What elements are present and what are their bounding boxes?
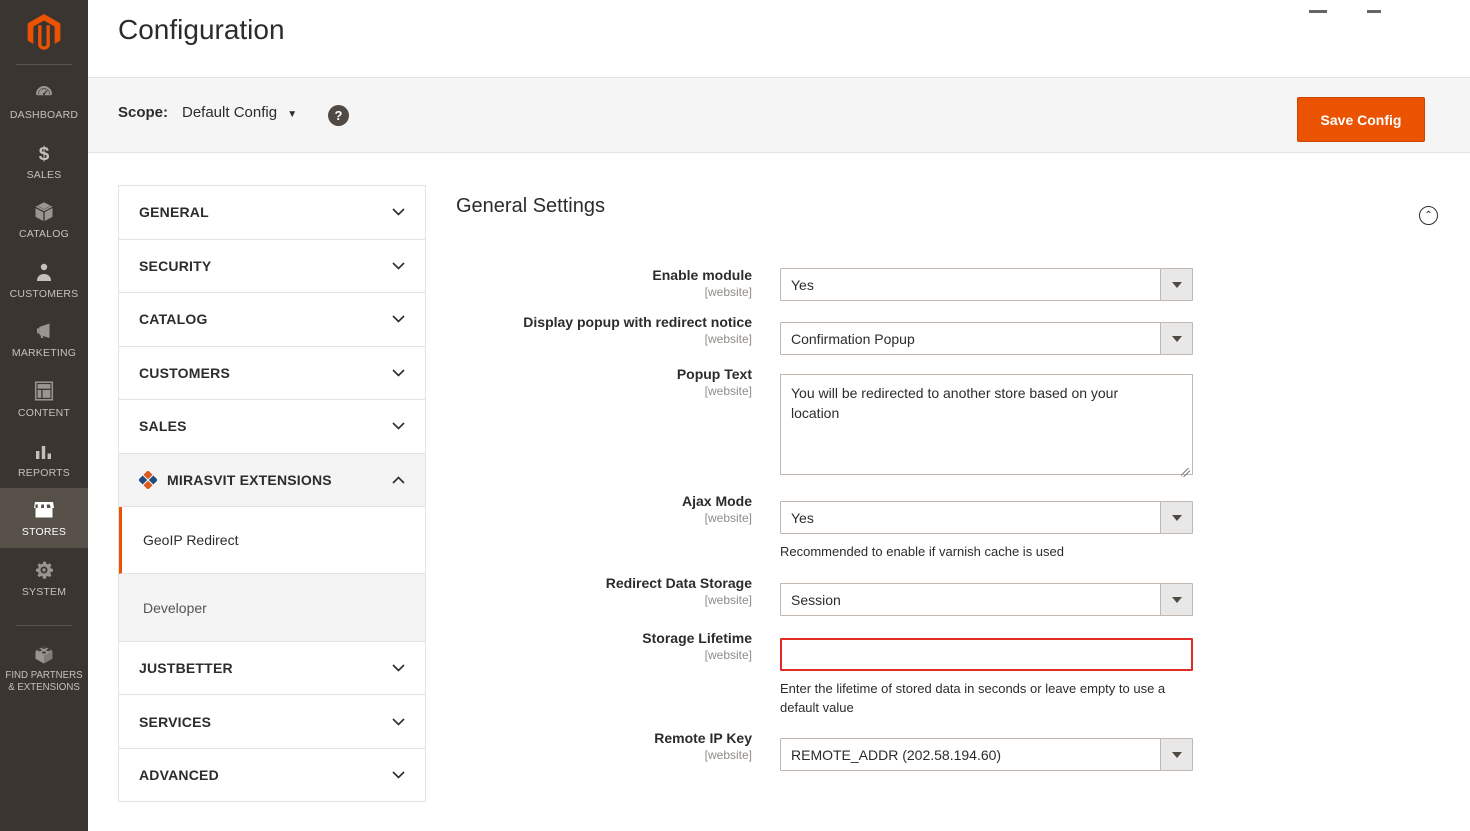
svg-text:$: $: [39, 144, 50, 165]
